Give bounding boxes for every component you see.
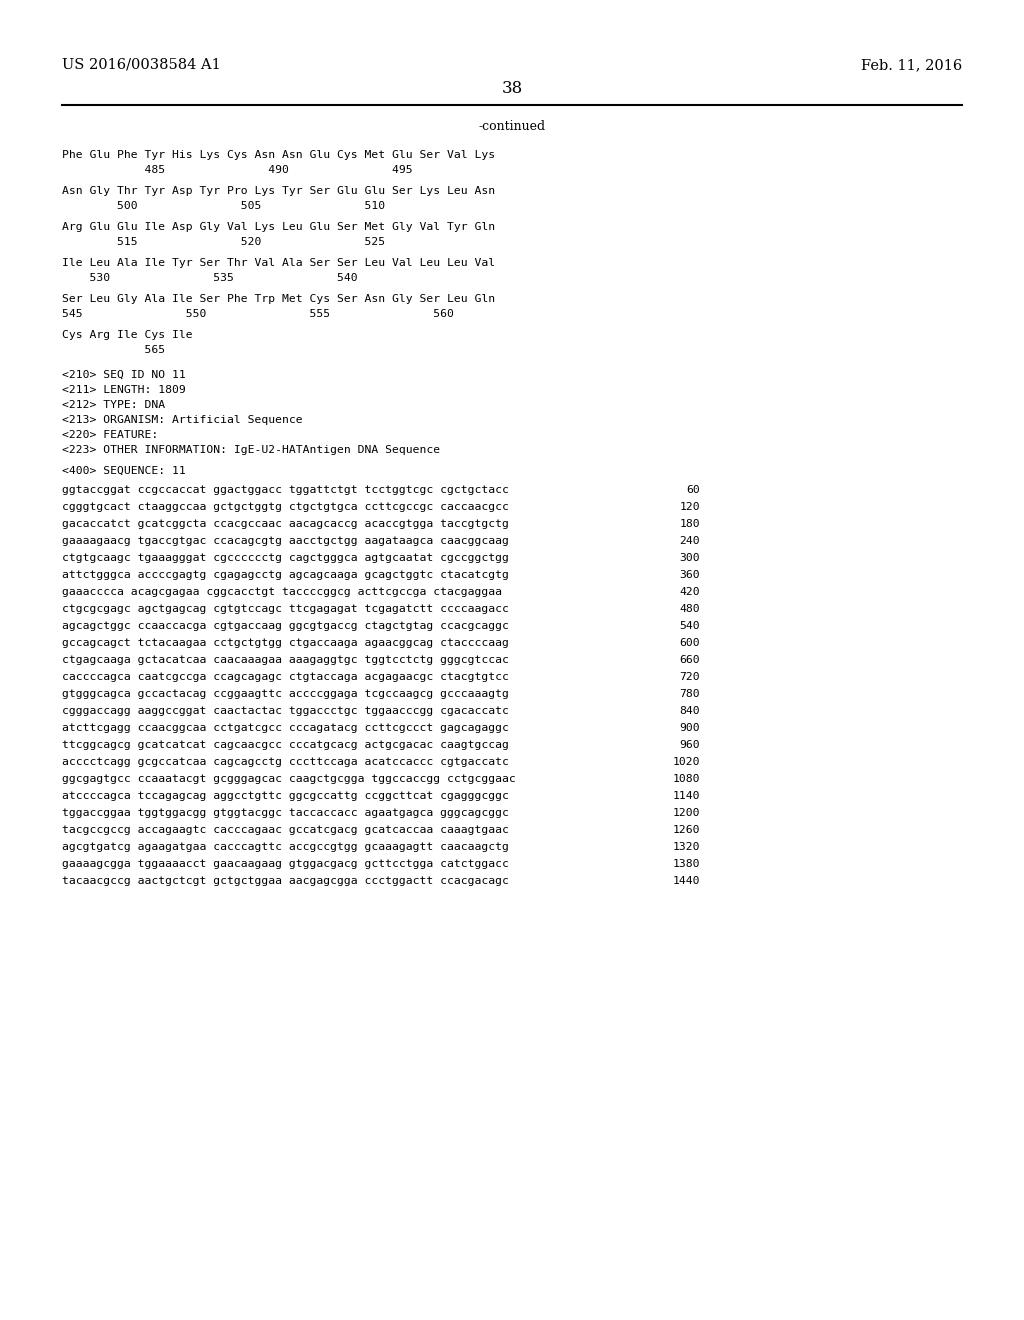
- Text: Ser Leu Gly Ala Ile Ser Phe Trp Met Cys Ser Asn Gly Ser Leu Gln: Ser Leu Gly Ala Ile Ser Phe Trp Met Cys …: [62, 294, 496, 304]
- Text: tacaacgccg aactgctcgt gctgctggaa aacgagcgga ccctggactt ccacgacagc: tacaacgccg aactgctcgt gctgctggaa aacgagc…: [62, 876, 509, 886]
- Text: 240: 240: [679, 536, 700, 546]
- Text: 660: 660: [679, 655, 700, 665]
- Text: 1260: 1260: [673, 825, 700, 836]
- Text: 480: 480: [679, 605, 700, 614]
- Text: 565: 565: [62, 345, 165, 355]
- Text: acccctcagg gcgccatcaa cagcagcctg cccttccaga acatccaccc cgtgaccatc: acccctcagg gcgccatcaa cagcagcctg cccttcc…: [62, 756, 509, 767]
- Text: ggtaccggat ccgccaccat ggactggacc tggattctgt tcctggtcgc cgctgctacc: ggtaccggat ccgccaccat ggactggacc tggattc…: [62, 484, 509, 495]
- Text: ctgcgcgagc agctgagcag cgtgtccagc ttcgagagat tcgagatctt ccccaagacc: ctgcgcgagc agctgagcag cgtgtccagc ttcgaga…: [62, 605, 509, 614]
- Text: 1080: 1080: [673, 774, 700, 784]
- Text: attctgggca accccgagtg cgagagcctg agcagcaaga gcagctggtc ctacatcgtg: attctgggca accccgagtg cgagagcctg agcagca…: [62, 570, 509, 579]
- Text: cgggtgcact ctaaggccaa gctgctggtg ctgctgtgca ccttcgccgc caccaacgcc: cgggtgcact ctaaggccaa gctgctggtg ctgctgt…: [62, 502, 509, 512]
- Text: Feb. 11, 2016: Feb. 11, 2016: [861, 58, 962, 73]
- Text: 720: 720: [679, 672, 700, 682]
- Text: ctgtgcaagc tgaaagggat cgcccccctg cagctgggca agtgcaatat cgccggctgg: ctgtgcaagc tgaaagggat cgcccccctg cagctgg…: [62, 553, 509, 564]
- Text: 1020: 1020: [673, 756, 700, 767]
- Text: <400> SEQUENCE: 11: <400> SEQUENCE: 11: [62, 466, 185, 477]
- Text: gccagcagct tctacaagaa cctgctgtgg ctgaccaaga agaacggcag ctaccccaag: gccagcagct tctacaagaa cctgctgtgg ctgacca…: [62, 638, 509, 648]
- Text: 1320: 1320: [673, 842, 700, 851]
- Text: <220> FEATURE:: <220> FEATURE:: [62, 430, 159, 440]
- Text: <210> SEQ ID NO 11: <210> SEQ ID NO 11: [62, 370, 185, 380]
- Text: ctgagcaaga gctacatcaa caacaaagaa aaagaggtgc tggtcctctg gggcgtccac: ctgagcaaga gctacatcaa caacaaagaa aaagagg…: [62, 655, 509, 665]
- Text: atcttcgagg ccaacggcaa cctgatcgcc cccagatacg ccttcgccct gagcagaggc: atcttcgagg ccaacggcaa cctgatcgcc cccagat…: [62, 723, 509, 733]
- Text: tacgccgccg accagaagtc cacccagaac gccatcgacg gcatcaccaa caaagtgaac: tacgccgccg accagaagtc cacccagaac gccatcg…: [62, 825, 509, 836]
- Text: gtgggcagca gccactacag ccggaagttc accccggaga tcgccaagcg gcccaaagtg: gtgggcagca gccactacag ccggaagttc accccgg…: [62, 689, 509, 700]
- Text: Phe Glu Phe Tyr His Lys Cys Asn Asn Glu Cys Met Glu Ser Val Lys: Phe Glu Phe Tyr His Lys Cys Asn Asn Glu …: [62, 150, 496, 160]
- Text: atccccagca tccagagcag aggcctgttc ggcgccattg ccggcttcat cgagggcggc: atccccagca tccagagcag aggcctgttc ggcgcca…: [62, 791, 509, 801]
- Text: 60: 60: [686, 484, 700, 495]
- Text: 545               550               555               560: 545 550 555 560: [62, 309, 454, 319]
- Text: Ile Leu Ala Ile Tyr Ser Thr Val Ala Ser Ser Leu Val Leu Leu Val: Ile Leu Ala Ile Tyr Ser Thr Val Ala Ser …: [62, 257, 496, 268]
- Text: <223> OTHER INFORMATION: IgE-U2-HATAntigen DNA Sequence: <223> OTHER INFORMATION: IgE-U2-HATAntig…: [62, 445, 440, 455]
- Text: 515               520               525: 515 520 525: [62, 238, 385, 247]
- Text: 38: 38: [502, 81, 522, 96]
- Text: gaaaagcgga tggaaaacct gaacaagaag gtggacgacg gcttcctgga catctggacc: gaaaagcgga tggaaaacct gaacaagaag gtggacg…: [62, 859, 509, 869]
- Text: gaaaagaacg tgaccgtgac ccacagcgtg aacctgctgg aagataagca caacggcaag: gaaaagaacg tgaccgtgac ccacagcgtg aacctgc…: [62, 536, 509, 546]
- Text: <213> ORGANISM: Artificial Sequence: <213> ORGANISM: Artificial Sequence: [62, 414, 303, 425]
- Text: 300: 300: [679, 553, 700, 564]
- Text: 1140: 1140: [673, 791, 700, 801]
- Text: ttcggcagcg gcatcatcat cagcaacgcc cccatgcacg actgcgacac caagtgccag: ttcggcagcg gcatcatcat cagcaacgcc cccatgc…: [62, 741, 509, 750]
- Text: agcgtgatcg agaagatgaa cacccagttc accgccgtgg gcaaagagtt caacaagctg: agcgtgatcg agaagatgaa cacccagttc accgccg…: [62, 842, 509, 851]
- Text: 1200: 1200: [673, 808, 700, 818]
- Text: gaaacccca acagcgagaa cggcacctgt taccccggcg acttcgccga ctacgaggaa: gaaacccca acagcgagaa cggcacctgt taccccgg…: [62, 587, 502, 597]
- Text: 120: 120: [679, 502, 700, 512]
- Text: 840: 840: [679, 706, 700, 715]
- Text: 180: 180: [679, 519, 700, 529]
- Text: tggaccggaa tggtggacgg gtggtacggc taccaccacc agaatgagca gggcagcggc: tggaccggaa tggtggacgg gtggtacggc taccacc…: [62, 808, 509, 818]
- Text: 360: 360: [679, 570, 700, 579]
- Text: 1380: 1380: [673, 859, 700, 869]
- Text: gacaccatct gcatcggcta ccacgccaac aacagcaccg acaccgtgga taccgtgctg: gacaccatct gcatcggcta ccacgccaac aacagca…: [62, 519, 509, 529]
- Text: cgggaccagg aaggccggat caactactac tggaccctgc tggaacccgg cgacaccatc: cgggaccagg aaggccggat caactactac tggaccc…: [62, 706, 509, 715]
- Text: -continued: -continued: [478, 120, 546, 133]
- Text: Cys Arg Ile Cys Ile: Cys Arg Ile Cys Ile: [62, 330, 193, 341]
- Text: caccccagca caatcgccga ccagcagagc ctgtaccaga acgagaacgc ctacgtgtcc: caccccagca caatcgccga ccagcagagc ctgtacc…: [62, 672, 509, 682]
- Text: 600: 600: [679, 638, 700, 648]
- Text: <211> LENGTH: 1809: <211> LENGTH: 1809: [62, 385, 185, 395]
- Text: 1440: 1440: [673, 876, 700, 886]
- Text: 500               505               510: 500 505 510: [62, 201, 385, 211]
- Text: 900: 900: [679, 723, 700, 733]
- Text: Asn Gly Thr Tyr Asp Tyr Pro Lys Tyr Ser Glu Glu Ser Lys Leu Asn: Asn Gly Thr Tyr Asp Tyr Pro Lys Tyr Ser …: [62, 186, 496, 195]
- Text: 420: 420: [679, 587, 700, 597]
- Text: 540: 540: [679, 620, 700, 631]
- Text: agcagctggc ccaaccacga cgtgaccaag ggcgtgaccg ctagctgtag ccacgcaggc: agcagctggc ccaaccacga cgtgaccaag ggcgtga…: [62, 620, 509, 631]
- Text: 780: 780: [679, 689, 700, 700]
- Text: 530               535               540: 530 535 540: [62, 273, 357, 282]
- Text: 960: 960: [679, 741, 700, 750]
- Text: <212> TYPE: DNA: <212> TYPE: DNA: [62, 400, 165, 411]
- Text: ggcgagtgcc ccaaatacgt gcgggagcac caagctgcgga tggccaccgg cctgcggaac: ggcgagtgcc ccaaatacgt gcgggagcac caagctg…: [62, 774, 516, 784]
- Text: US 2016/0038584 A1: US 2016/0038584 A1: [62, 58, 221, 73]
- Text: Arg Glu Glu Ile Asp Gly Val Lys Leu Glu Ser Met Gly Val Tyr Gln: Arg Glu Glu Ile Asp Gly Val Lys Leu Glu …: [62, 222, 496, 232]
- Text: 485               490               495: 485 490 495: [62, 165, 413, 176]
